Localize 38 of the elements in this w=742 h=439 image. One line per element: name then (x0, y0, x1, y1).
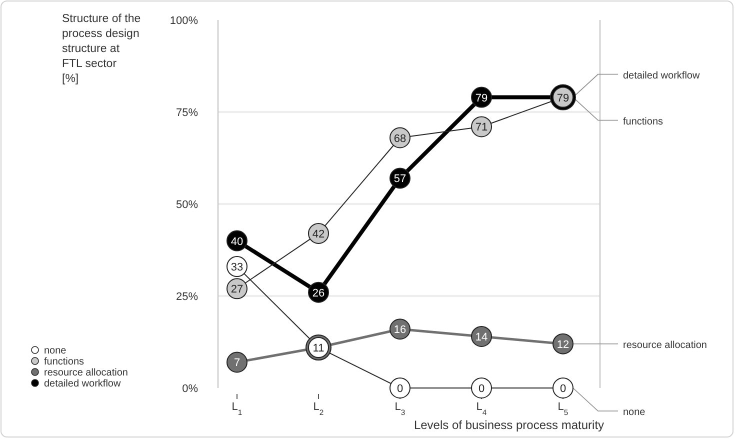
data-label: 14 (475, 331, 488, 344)
x-tick-label: L$_{2}$ (313, 401, 324, 416)
text: detailed workflow (623, 70, 700, 82)
data-label: 0 (560, 383, 566, 395)
data-label: 79 (475, 92, 488, 104)
x-tick-label: L$_{4}$ (476, 401, 488, 416)
y-tick-label: 50% (176, 199, 198, 211)
data-label: 16 (394, 324, 406, 336)
data-label: 27 (230, 284, 244, 296)
x-tick-label: L$_{3}$ (394, 401, 406, 416)
legend-label: functions (44, 356, 84, 368)
y-tick-label: 100% (170, 15, 198, 27)
text: none (623, 407, 646, 418)
data-label: 7 (234, 357, 240, 370)
x-tick-label: L$_{5}$ (558, 401, 568, 416)
y-tick-label: 75% (176, 107, 198, 119)
y-tick-label: 25% (176, 291, 198, 303)
text: resource allocation (623, 340, 707, 351)
x-tick-label: L$_{1}$ (232, 401, 242, 416)
text: functions (623, 116, 664, 128)
data-label: 71 (475, 122, 488, 134)
data-label: 40 (230, 236, 244, 248)
data-label: 42 (312, 228, 325, 240)
legend-label: none (44, 346, 67, 356)
data-label: 68 (394, 132, 406, 145)
x-axis-title: Levels of business process maturity (414, 418, 604, 432)
data-label: 26 (312, 287, 325, 300)
data-label: 33 (230, 262, 244, 274)
data-label: 0 (478, 383, 485, 395)
legend-label: resource allocation (44, 368, 128, 378)
data-label: 79 (556, 92, 570, 104)
text: Structure of the process design structure at FTL sector [%] (62, 13, 141, 85)
data-label: 11 (312, 342, 324, 355)
y-tick-label: 0% (182, 383, 198, 395)
data-label: 0 (396, 383, 404, 395)
data-label: 12 (556, 338, 570, 351)
legend-label: detailed workflow (44, 378, 122, 390)
data-label: 57 (394, 173, 406, 186)
